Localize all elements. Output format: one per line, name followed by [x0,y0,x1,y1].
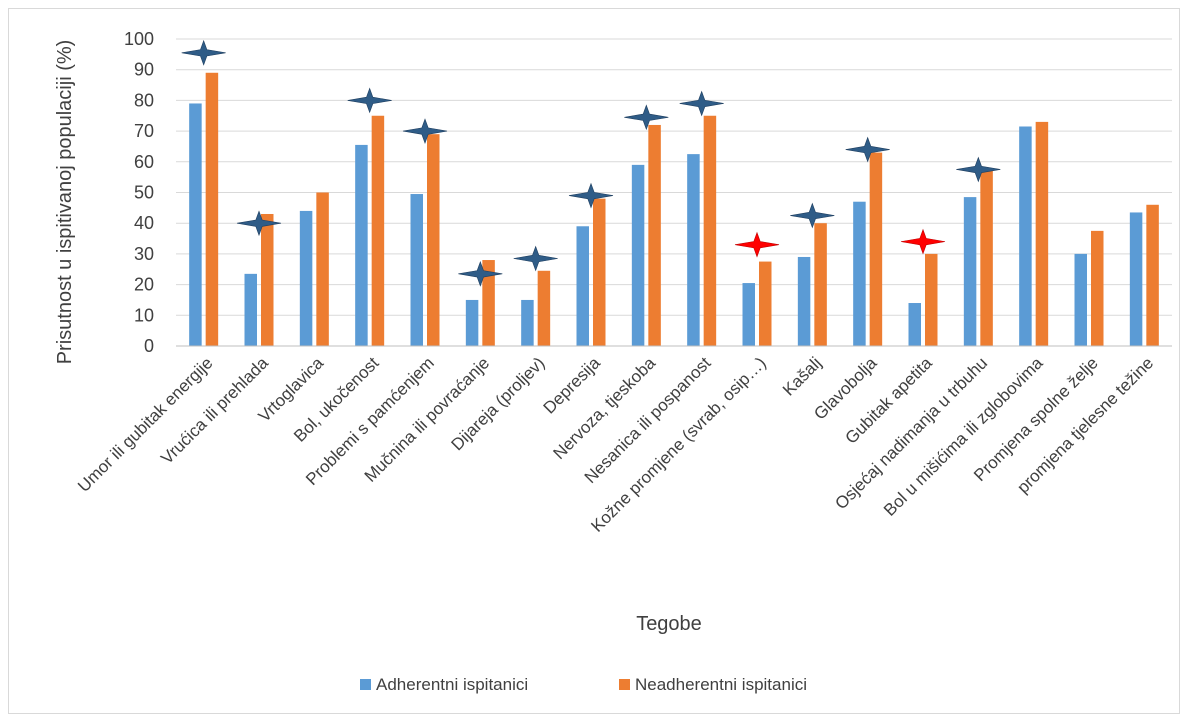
bar-nonadherent-15 [1035,121,1049,346]
legend-swatch [619,679,630,690]
bars [189,72,1159,347]
bar-nonadherent-5 [482,260,495,346]
bar-adherent-6 [521,299,534,346]
bar-nonadherent-11 [814,223,827,346]
bar-nonadherent-13 [925,253,938,346]
y-tick-label: 80 [134,90,154,110]
bar-adherent-3 [355,144,368,346]
star-marker-icon [900,228,946,255]
y-axis-title: Prisutnost u ispitivanoj populaciji (%) [54,40,76,365]
star-marker-icon [513,245,558,272]
y-tick-label: 20 [134,275,154,295]
chart-frame [8,8,1180,714]
star-marker-icon [458,260,503,287]
bar-adherent-9 [687,154,700,346]
legend: Adherentni ispitanici Neadherentni ispita… [360,675,807,694]
y-tick-label: 70 [134,121,154,141]
bar-nonadherent-12 [869,152,883,346]
star-marker-icon [568,182,614,209]
bar-nonadherent-16 [1091,230,1104,346]
y-tick-label: 50 [134,183,154,203]
bar-adherent-10 [742,283,755,346]
legend-label: Neadherentni ispitanici [635,675,807,694]
bar-adherent-15 [1019,126,1032,347]
bar-nonadherent-1 [261,213,274,346]
y-tick-label: 60 [134,152,154,172]
star-marker-icon [181,39,226,66]
x-category-label: Kašalj [779,353,825,399]
y-tick-label: 100 [124,29,154,49]
y-axis-tick-labels: 0 10 20 30 40 50 60 70 80 90 100 [124,29,154,356]
bar-adherent-11 [797,256,811,346]
star-marker-icon [845,136,890,163]
y-tick-label: 0 [144,336,154,356]
bar-nonadherent-6 [537,270,551,346]
star-marker-icon [790,202,835,229]
bar-nonadherent-0 [205,72,219,347]
bar-adherent-1 [244,273,257,346]
bar-adherent-2 [299,210,313,346]
bar-nonadherent-4 [427,134,440,346]
legend-swatch [360,679,371,690]
legend-label: Adherentni ispitanici [376,675,528,694]
star-marker-icon [734,231,780,258]
bar-nonadherent-8 [648,124,661,347]
bar-adherent-14 [963,197,977,346]
bar-adherent-0 [189,103,202,346]
y-tick-label: 90 [134,60,154,80]
bar-nonadherent-2 [316,192,329,346]
star-marker-icon [679,90,724,117]
bar-nonadherent-7 [593,198,606,346]
bar-adherent-8 [631,164,645,346]
bar-adherent-7 [576,226,589,346]
x-category-label: Nervoza, tjeskoba [550,353,660,463]
star-marker-icon [402,118,448,144]
bar-nonadherent-10 [759,261,772,346]
bar-nonadherent-9 [703,115,717,346]
bar-adherent-12 [853,201,866,346]
bar-nonadherent-3 [371,115,385,346]
x-axis-title: Tegobe [636,613,702,635]
x-category-label: Dijareja (proljev) [448,353,549,454]
bar-nonadherent-17 [1146,204,1159,346]
star-marker-icon [236,210,282,237]
star-marker-icon [624,104,669,131]
gridlines [176,38,1172,316]
y-tick-label: 40 [134,213,154,233]
x-category-label: Vrućica ili prehlada [157,353,272,468]
bar-adherent-4 [410,194,423,346]
star-marker-icon [347,87,392,114]
bar-nonadherent-14 [980,169,993,346]
star-marker-icon [956,156,1001,183]
y-tick-label: 30 [134,244,154,264]
bar-adherent-17 [1129,212,1143,346]
y-tick-label: 10 [134,305,154,325]
bar-adherent-5 [465,299,479,346]
bar-adherent-16 [1074,253,1087,346]
bar-adherent-13 [908,303,921,346]
significance-markers [181,39,1001,287]
